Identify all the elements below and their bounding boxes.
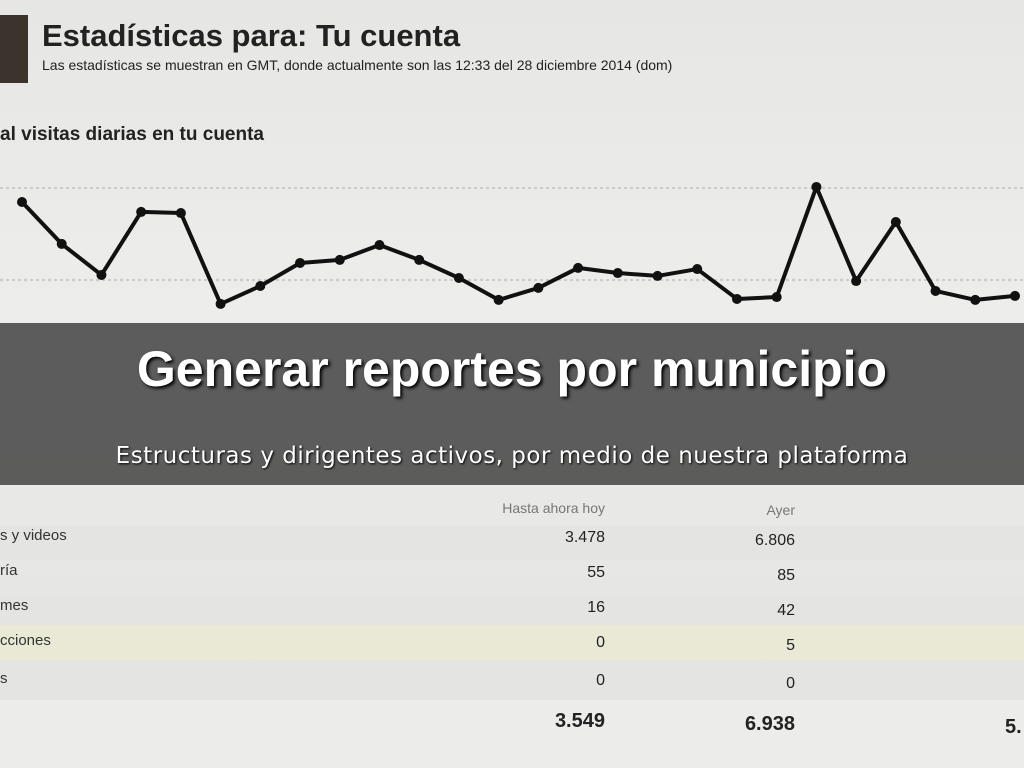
point bbox=[136, 206, 147, 217]
cell: 85 bbox=[777, 567, 795, 584]
point bbox=[255, 281, 266, 291]
point bbox=[96, 269, 107, 280]
point bbox=[175, 208, 186, 219]
point bbox=[652, 270, 663, 281]
cell: 6.806 bbox=[754, 532, 795, 549]
point bbox=[215, 298, 226, 309]
total: 6.938 bbox=[744, 713, 795, 735]
column-header: Hasta ahora hoy bbox=[502, 500, 605, 516]
point bbox=[692, 264, 703, 275]
cell: 16 bbox=[587, 599, 605, 616]
row-label: s bbox=[0, 670, 8, 687]
point bbox=[970, 294, 981, 305]
cell: 0 bbox=[786, 675, 795, 692]
point bbox=[771, 292, 782, 303]
page-title: Estadísticas para: Tu cuenta bbox=[42, 18, 461, 53]
point bbox=[612, 268, 623, 279]
row-label: ría bbox=[0, 562, 18, 579]
overlay-subtitle: Estructuras y dirigentes activos, por me… bbox=[115, 443, 909, 469]
cell: 5 bbox=[786, 637, 795, 654]
total-row bbox=[0, 700, 1024, 768]
point bbox=[811, 181, 822, 192]
point bbox=[493, 294, 504, 305]
overlay-band bbox=[0, 323, 1024, 485]
point bbox=[930, 285, 941, 296]
point bbox=[414, 254, 425, 265]
row-band bbox=[0, 525, 1024, 560]
cell: 0 bbox=[596, 634, 605, 651]
row-label: s y videos bbox=[0, 527, 67, 544]
point bbox=[453, 273, 464, 283]
point bbox=[851, 276, 862, 287]
point bbox=[374, 240, 385, 251]
overlay-title: Generar reportes por municipio bbox=[136, 341, 888, 397]
point bbox=[573, 262, 584, 273]
point bbox=[295, 257, 306, 268]
point bbox=[334, 254, 345, 265]
page-subtitle: Las estadísticas se muestran en GMT, don… bbox=[42, 57, 673, 73]
chart bbox=[0, 181, 1024, 309]
point bbox=[533, 282, 544, 293]
cell: 0 bbox=[596, 672, 605, 689]
point bbox=[17, 197, 27, 207]
cell: 55 bbox=[587, 564, 605, 581]
row-highlight bbox=[0, 625, 1024, 660]
row-band bbox=[0, 595, 1024, 630]
avatar bbox=[0, 15, 28, 83]
cell: 3.478 bbox=[564, 529, 605, 546]
point bbox=[56, 238, 67, 249]
point bbox=[1010, 290, 1020, 301]
column-header: Ayer bbox=[766, 502, 795, 518]
chart-title: al visitas diarias en tu cuenta bbox=[0, 124, 264, 145]
point bbox=[890, 217, 901, 227]
cell: 42 bbox=[777, 602, 795, 619]
total: 5. bbox=[1005, 716, 1022, 738]
total: 3.549 bbox=[554, 710, 605, 732]
row-label: mes bbox=[0, 597, 29, 614]
point bbox=[731, 293, 742, 304]
line bbox=[20, 184, 1016, 306]
row-label: cciones bbox=[0, 632, 51, 649]
